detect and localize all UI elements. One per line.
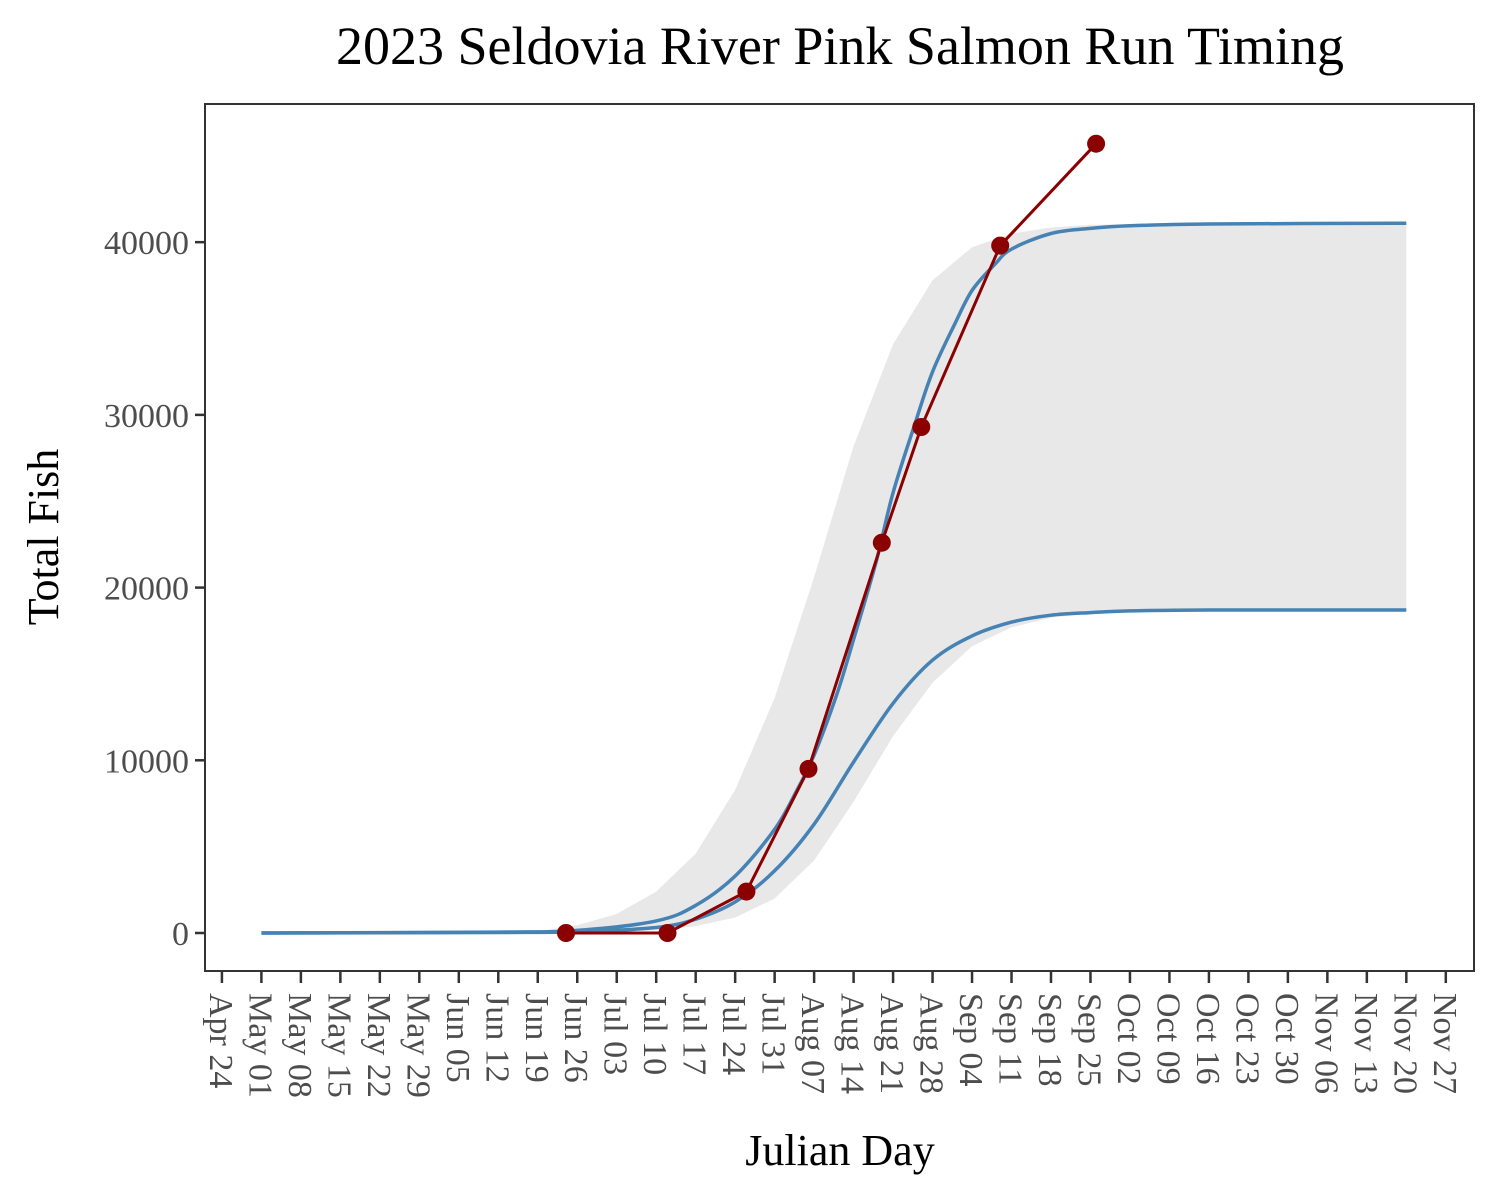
observed-point (737, 882, 756, 901)
x-tick-label: May 01 (241, 993, 278, 1098)
x-tick-label: Sep 04 (952, 993, 989, 1087)
x-axis-title: Julian Day (745, 1126, 934, 1175)
observed-point (557, 924, 575, 942)
chart-title: 2023 Seldovia River Pink Salmon Run Timi… (336, 16, 1344, 76)
confidence-band (537, 223, 1407, 933)
y-tick-label: 40000 (104, 225, 189, 262)
x-tick-label: Jun 12 (478, 993, 515, 1083)
x-axis: Apr 24 May 01 May 08 May 15 May 22 May 29 Jun … (202, 971, 1463, 1098)
x-tick-label: Jul 03 (597, 993, 634, 1075)
x-tick-label: Jul 31 (755, 993, 792, 1075)
x-tick-label: May 29 (399, 993, 436, 1098)
x-tick-label: Nov 27 (1426, 993, 1463, 1094)
x-tick-label: Aug 07 (794, 993, 831, 1094)
observed-point (912, 418, 931, 436)
observed-point (658, 924, 677, 942)
x-tick-label: Nov 13 (1347, 993, 1384, 1094)
x-tick-label: Nov 06 (1307, 993, 1344, 1094)
y-tick-label: 30000 (104, 398, 189, 435)
x-tick-label: May 22 (360, 993, 397, 1098)
x-tick-label: Sep 25 (1071, 993, 1108, 1087)
x-tick-label: Apr 24 (202, 993, 239, 1088)
x-tick-label: Jun 19 (518, 993, 555, 1083)
lower-curve (261, 608, 1407, 935)
x-tick-label: Oct 02 (1110, 993, 1147, 1085)
y-axis: 0 10000 20000 30000 40000 (104, 225, 205, 953)
x-tick-label: Oct 16 (1189, 993, 1226, 1085)
y-tick-label: 20000 (104, 571, 189, 608)
y-axis-title: Total Fish (19, 449, 68, 626)
x-tick-label: Aug 21 (873, 993, 910, 1094)
x-tick-label: Oct 30 (1268, 993, 1305, 1085)
x-tick-label: Sep 11 (992, 993, 1029, 1085)
x-tick-label: Jul 10 (636, 993, 673, 1075)
x-tick-label: Jul 24 (715, 993, 752, 1075)
x-tick-label: Jun 26 (557, 993, 594, 1083)
panel-border (204, 103, 1475, 972)
y-tick-label: 0 (172, 916, 189, 953)
observed-line (566, 142, 1098, 935)
x-tick-label: Jun 05 (439, 993, 476, 1083)
x-tick-label: Aug 14 (834, 993, 871, 1094)
x-tick-label: Jul 17 (676, 993, 713, 1075)
observed-point (872, 533, 891, 552)
plot-area (204, 103, 1475, 972)
observed-point (799, 759, 818, 778)
x-tick-label: May 08 (281, 993, 318, 1098)
x-tick-label: May 15 (320, 993, 357, 1098)
observed-point (1087, 134, 1106, 153)
x-tick-label: Sep 18 (1031, 993, 1068, 1087)
x-tick-label: Oct 23 (1228, 993, 1265, 1085)
x-tick-label: Oct 09 (1149, 993, 1186, 1085)
x-tick-label: Aug 28 (913, 993, 950, 1094)
y-tick-label: 10000 (104, 743, 189, 780)
observed-point (991, 236, 1010, 255)
x-tick-label: Nov 20 (1386, 993, 1423, 1094)
